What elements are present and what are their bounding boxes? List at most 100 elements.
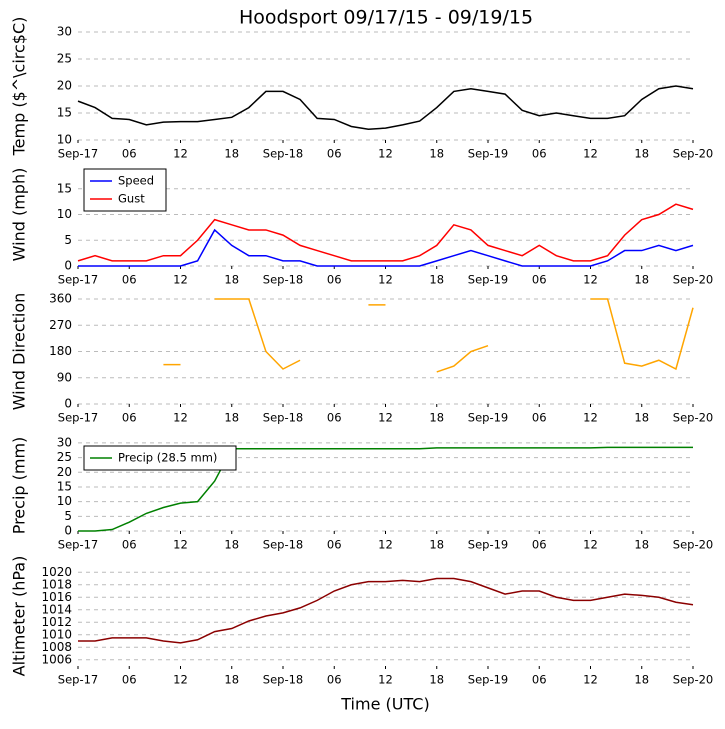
- x-tick-label: Sep-19: [468, 538, 508, 552]
- x-tick-label: 12: [173, 273, 188, 287]
- x-tick-label: Sep-19: [468, 411, 508, 425]
- x-tick-label: 18: [224, 538, 239, 552]
- series-line: [214, 298, 301, 370]
- y-tick-label: 10: [57, 494, 72, 508]
- x-tick-label: 12: [173, 673, 188, 687]
- x-tick-label: 18: [429, 673, 444, 687]
- x-tick-label: Sep-19: [468, 273, 508, 287]
- x-tick-label: Sep-18: [263, 273, 303, 287]
- x-tick-label: 12: [583, 538, 598, 552]
- y-tick-label: 1014: [41, 602, 72, 616]
- y-tick-label: 30: [57, 25, 72, 39]
- series-line: [78, 446, 693, 532]
- legend-label: Speed: [118, 174, 154, 188]
- x-tick-label: Sep-20: [673, 673, 713, 687]
- x-tick-label: 12: [583, 673, 598, 687]
- y-tick-label: 15: [57, 106, 72, 120]
- x-tick-label: 18: [634, 673, 649, 687]
- x-tick-label: 18: [429, 411, 444, 425]
- x-tick-label: 12: [173, 411, 188, 425]
- y-tick-label: 20: [57, 79, 72, 93]
- x-tick-label: 18: [429, 147, 444, 161]
- series-line: [78, 228, 694, 267]
- x-tick-label: Sep-17: [58, 411, 98, 425]
- chart-title: Hoodsport 09/17/15 - 09/19/15: [239, 7, 533, 29]
- x-tick-label: 18: [224, 273, 239, 287]
- y-tick-label: 360: [49, 292, 72, 306]
- legend-label: Precip (28.5 mm): [118, 451, 217, 465]
- y-tick-label: 25: [57, 52, 72, 66]
- x-tick-label: 12: [378, 411, 393, 425]
- y-tick-label: 1020: [41, 565, 72, 579]
- legend-box: [83, 168, 167, 212]
- x-tick-label: Sep-18: [263, 147, 303, 161]
- y-tick-label: 10: [57, 133, 72, 147]
- x-tick-label: 18: [224, 147, 239, 161]
- y-tick-label: 0: [64, 524, 72, 538]
- x-tick-label: 18: [429, 538, 444, 552]
- y-tick-label: 25: [57, 450, 72, 464]
- x-tick-label: 06: [327, 147, 342, 161]
- x-tick-label: 06: [122, 147, 137, 161]
- x-tick-label: 06: [327, 538, 342, 552]
- y-tick-label: 1008: [41, 640, 72, 654]
- x-tick-label: 06: [327, 411, 342, 425]
- x-tick-label: 12: [173, 147, 188, 161]
- x-axis-label: Time (UTC): [340, 695, 429, 714]
- x-tick-label: 18: [224, 673, 239, 687]
- x-tick-label: 12: [378, 273, 393, 287]
- x-tick-label: 12: [378, 538, 393, 552]
- x-tick-label: 06: [532, 538, 547, 552]
- x-tick-label: Sep-17: [58, 273, 98, 287]
- y-tick-label: 20: [57, 465, 72, 479]
- y-tick-label: 10: [57, 207, 72, 221]
- y-tick-label: 270: [49, 318, 72, 332]
- x-tick-label: Sep-18: [263, 411, 303, 425]
- x-tick-label: 06: [122, 538, 137, 552]
- x-tick-label: 12: [378, 673, 393, 687]
- y-tick-label: 15: [57, 181, 72, 195]
- y-tick-label: 0: [64, 397, 72, 411]
- x-tick-label: 18: [634, 273, 649, 287]
- y-tick-label: 90: [57, 370, 72, 384]
- y-tick-label: 30: [57, 435, 72, 449]
- series-line: [590, 298, 694, 371]
- x-tick-label: 12: [378, 147, 393, 161]
- y-tick-label: 1018: [41, 577, 72, 591]
- series-line: [77, 203, 694, 262]
- x-tick-label: 06: [327, 673, 342, 687]
- y-axis-label: Wind (mph): [10, 168, 29, 262]
- legend: Precip (28.5 mm): [83, 445, 237, 471]
- x-tick-label: 06: [122, 411, 137, 425]
- y-tick-label: 5: [64, 233, 72, 247]
- x-tick-label: 06: [122, 273, 137, 287]
- x-tick-label: Sep-20: [673, 147, 713, 161]
- y-tick-label: 0: [64, 259, 72, 273]
- x-tick-label: 06: [532, 273, 547, 287]
- x-tick-label: 06: [122, 673, 137, 687]
- x-tick-label: Sep-18: [263, 538, 303, 552]
- series-line: [436, 344, 489, 373]
- x-tick-label: Sep-19: [468, 147, 508, 161]
- x-tick-label: Sep-17: [58, 147, 98, 161]
- x-tick-label: 18: [224, 411, 239, 425]
- x-tick-label: 18: [429, 273, 444, 287]
- series-line: [77, 85, 694, 130]
- legend: Speed Gust: [83, 168, 167, 212]
- x-tick-label: Sep-17: [58, 538, 98, 552]
- x-tick-label: 18: [634, 538, 649, 552]
- x-tick-label: 06: [532, 673, 547, 687]
- series-line: [78, 577, 694, 644]
- x-tick-label: Sep-20: [673, 538, 713, 552]
- y-axis-label: Precip (mm): [10, 437, 29, 535]
- x-tick-label: Sep-20: [673, 411, 713, 425]
- y-tick-label: 5: [64, 509, 72, 523]
- x-tick-label: 12: [583, 273, 598, 287]
- x-tick-label: 12: [583, 411, 598, 425]
- y-tick-label: 1010: [41, 627, 72, 641]
- x-tick-label: 12: [583, 147, 598, 161]
- x-tick-label: 06: [532, 411, 547, 425]
- x-tick-label: 18: [634, 411, 649, 425]
- x-tick-label: Sep-20: [673, 273, 713, 287]
